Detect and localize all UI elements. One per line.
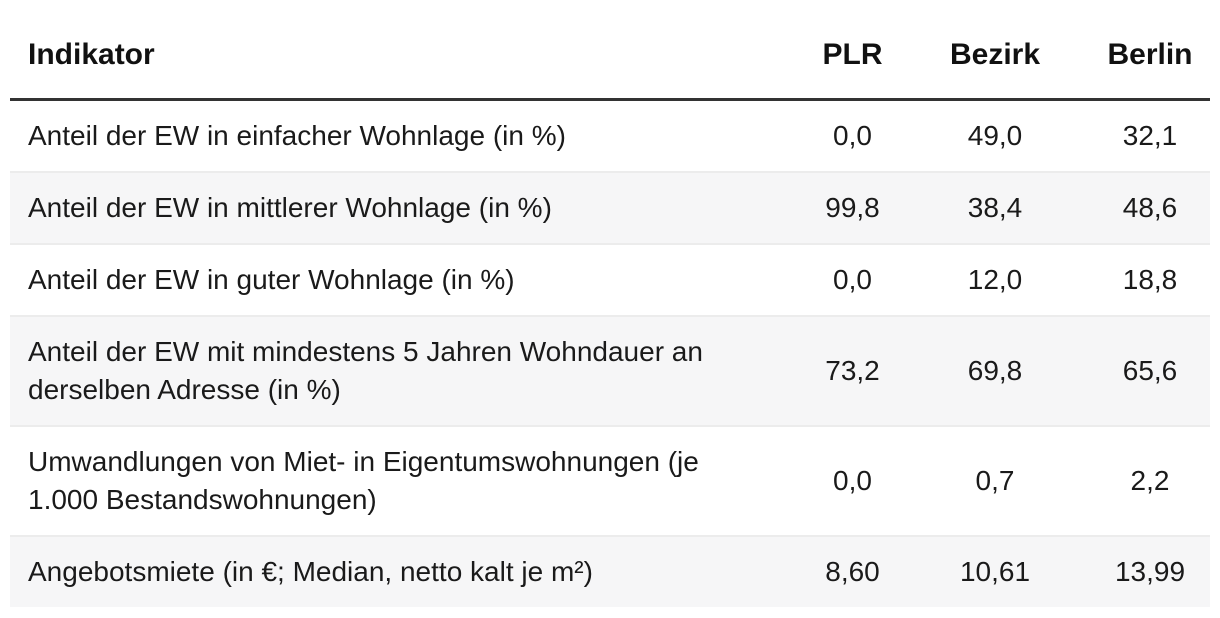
- column-header-berlin: Berlin: [1070, 20, 1210, 101]
- plr-value-cell: 73,2: [825, 355, 880, 386]
- table-row: Umwandlungen von Miet- in Eigentumswohnu…: [10, 426, 1210, 536]
- table-row: Angebotsmiete (in €; Median, netto kalt …: [10, 536, 1210, 607]
- bezirk-value-cell: 38,4: [967, 192, 1023, 223]
- berlin-value-cell: 2,2: [1130, 465, 1170, 496]
- indicator-cell: Anteil der EW mit mindestens 5 Jahren Wo…: [28, 336, 703, 405]
- indicator-cell: Anteil der EW in guter Wohnlage (in %): [28, 264, 515, 295]
- indicator-cell: Anteil der EW in mittlerer Wohnlage (in …: [28, 192, 552, 223]
- bezirk-value-cell: 49,0: [967, 120, 1023, 151]
- plr-value-cell: 0,0: [833, 465, 872, 496]
- berlin-value-cell: 65,6: [1122, 355, 1178, 386]
- berlin-value-cell: 18,8: [1122, 264, 1178, 295]
- plr-value-cell: 8,60: [825, 556, 880, 587]
- berlin-value-cell: 13,99: [1114, 556, 1186, 587]
- indicator-cell: Anteil der EW in einfacher Wohnlage (in …: [28, 120, 566, 151]
- berlin-value-cell: 32,1: [1122, 120, 1178, 151]
- bezirk-value-cell: 12,0: [967, 264, 1023, 295]
- bezirk-value-cell: 69,8: [967, 355, 1023, 386]
- column-header-bezirk: Bezirk: [920, 20, 1070, 101]
- table-row: Anteil der EW in einfacher Wohnlage (in …: [10, 100, 1210, 173]
- column-header-plr: PLR: [755, 20, 920, 101]
- table-row: Anteil der EW in guter Wohnlage (in %) 0…: [10, 244, 1210, 316]
- table-row: Anteil der EW in mittlerer Wohnlage (in …: [10, 172, 1210, 244]
- plr-value-cell: 0,0: [833, 264, 872, 295]
- table-header: Indikator PLR Bezirk Berlin: [10, 20, 1210, 101]
- table-row: Anteil der EW mit mindestens 5 Jahren Wo…: [10, 316, 1210, 426]
- column-header-indikator: Indikator: [10, 20, 755, 101]
- header-row: Indikator PLR Bezirk Berlin: [10, 20, 1210, 101]
- bezirk-value-cell: 10,61: [959, 556, 1031, 587]
- plr-value-cell: 0,0: [833, 120, 872, 151]
- bezirk-value-cell: 0,7: [975, 465, 1015, 496]
- berlin-value-cell: 48,6: [1122, 192, 1178, 223]
- indicator-cell: Angebotsmiete (in €; Median, netto kalt …: [28, 556, 593, 587]
- indicator-cell: Umwandlungen von Miet- in Eigentumswohnu…: [28, 446, 699, 515]
- indicator-table: Indikator PLR Bezirk Berlin Anteil der E…: [10, 20, 1210, 607]
- table-body: Anteil der EW in einfacher Wohnlage (in …: [10, 100, 1210, 607]
- plr-value-cell: 99,8: [825, 192, 880, 223]
